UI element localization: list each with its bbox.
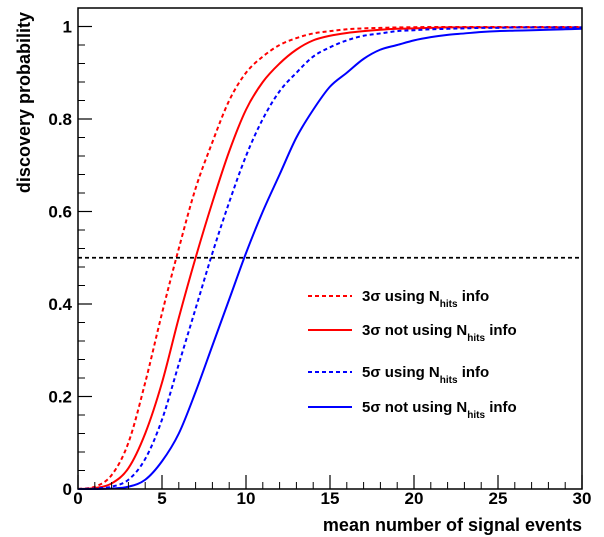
y-tick-label: 0.6 [48,203,72,222]
legend-label-main: 3σ not using N [362,322,467,339]
x-tick-label: 5 [157,489,166,508]
y-tick-label: 1 [63,18,72,37]
legend-label-main: 3σ using N [362,288,440,305]
legend-label-2: 3σ not using Nhits info [362,322,517,344]
x-axis-title: mean number of signal events [323,515,582,535]
x-tick-label: 20 [405,489,424,508]
legend-label-suffix: info [458,364,490,381]
series-line-4 [77,27,583,491]
legend-label-subscript: hits [467,333,485,344]
ticks: 0 5 10 15 20 25 30 0 0.2 0.4 0.6 0.8 1 [48,7,592,508]
legend-label-subscript: hits [440,299,458,310]
x-tick-label: 25 [489,489,508,508]
legend-label-suffix: info [485,399,517,416]
y-tick-label: 0.8 [48,110,72,129]
curves [77,25,583,491]
x-tick-label: 0 [73,489,82,508]
y-axis-title: discovery probability [14,12,34,193]
legend-label-1: 3σ using Nhits info [362,288,489,310]
legend-label-4: 5σ not using Nhits info [362,399,517,421]
series-line-3 [77,26,582,490]
x-tick-label: 30 [573,489,592,508]
legend-label-3: 5σ using Nhits info [362,364,489,386]
legend-label-subscript: hits [467,410,485,421]
legend-label-suffix: info [485,322,517,339]
x-tick-label: 15 [321,489,340,508]
y-tick-label: 0.4 [48,295,72,314]
legend-label-main: 5σ not using N [362,399,467,416]
y-tick-label: 0 [63,480,72,499]
y-tick-label: 0.2 [48,388,72,407]
legend-label-suffix: info [458,288,490,305]
legend-label-subscript: hits [440,375,458,386]
x-tick-label: 10 [237,489,256,508]
legend-label-main: 5σ using N [362,364,440,381]
